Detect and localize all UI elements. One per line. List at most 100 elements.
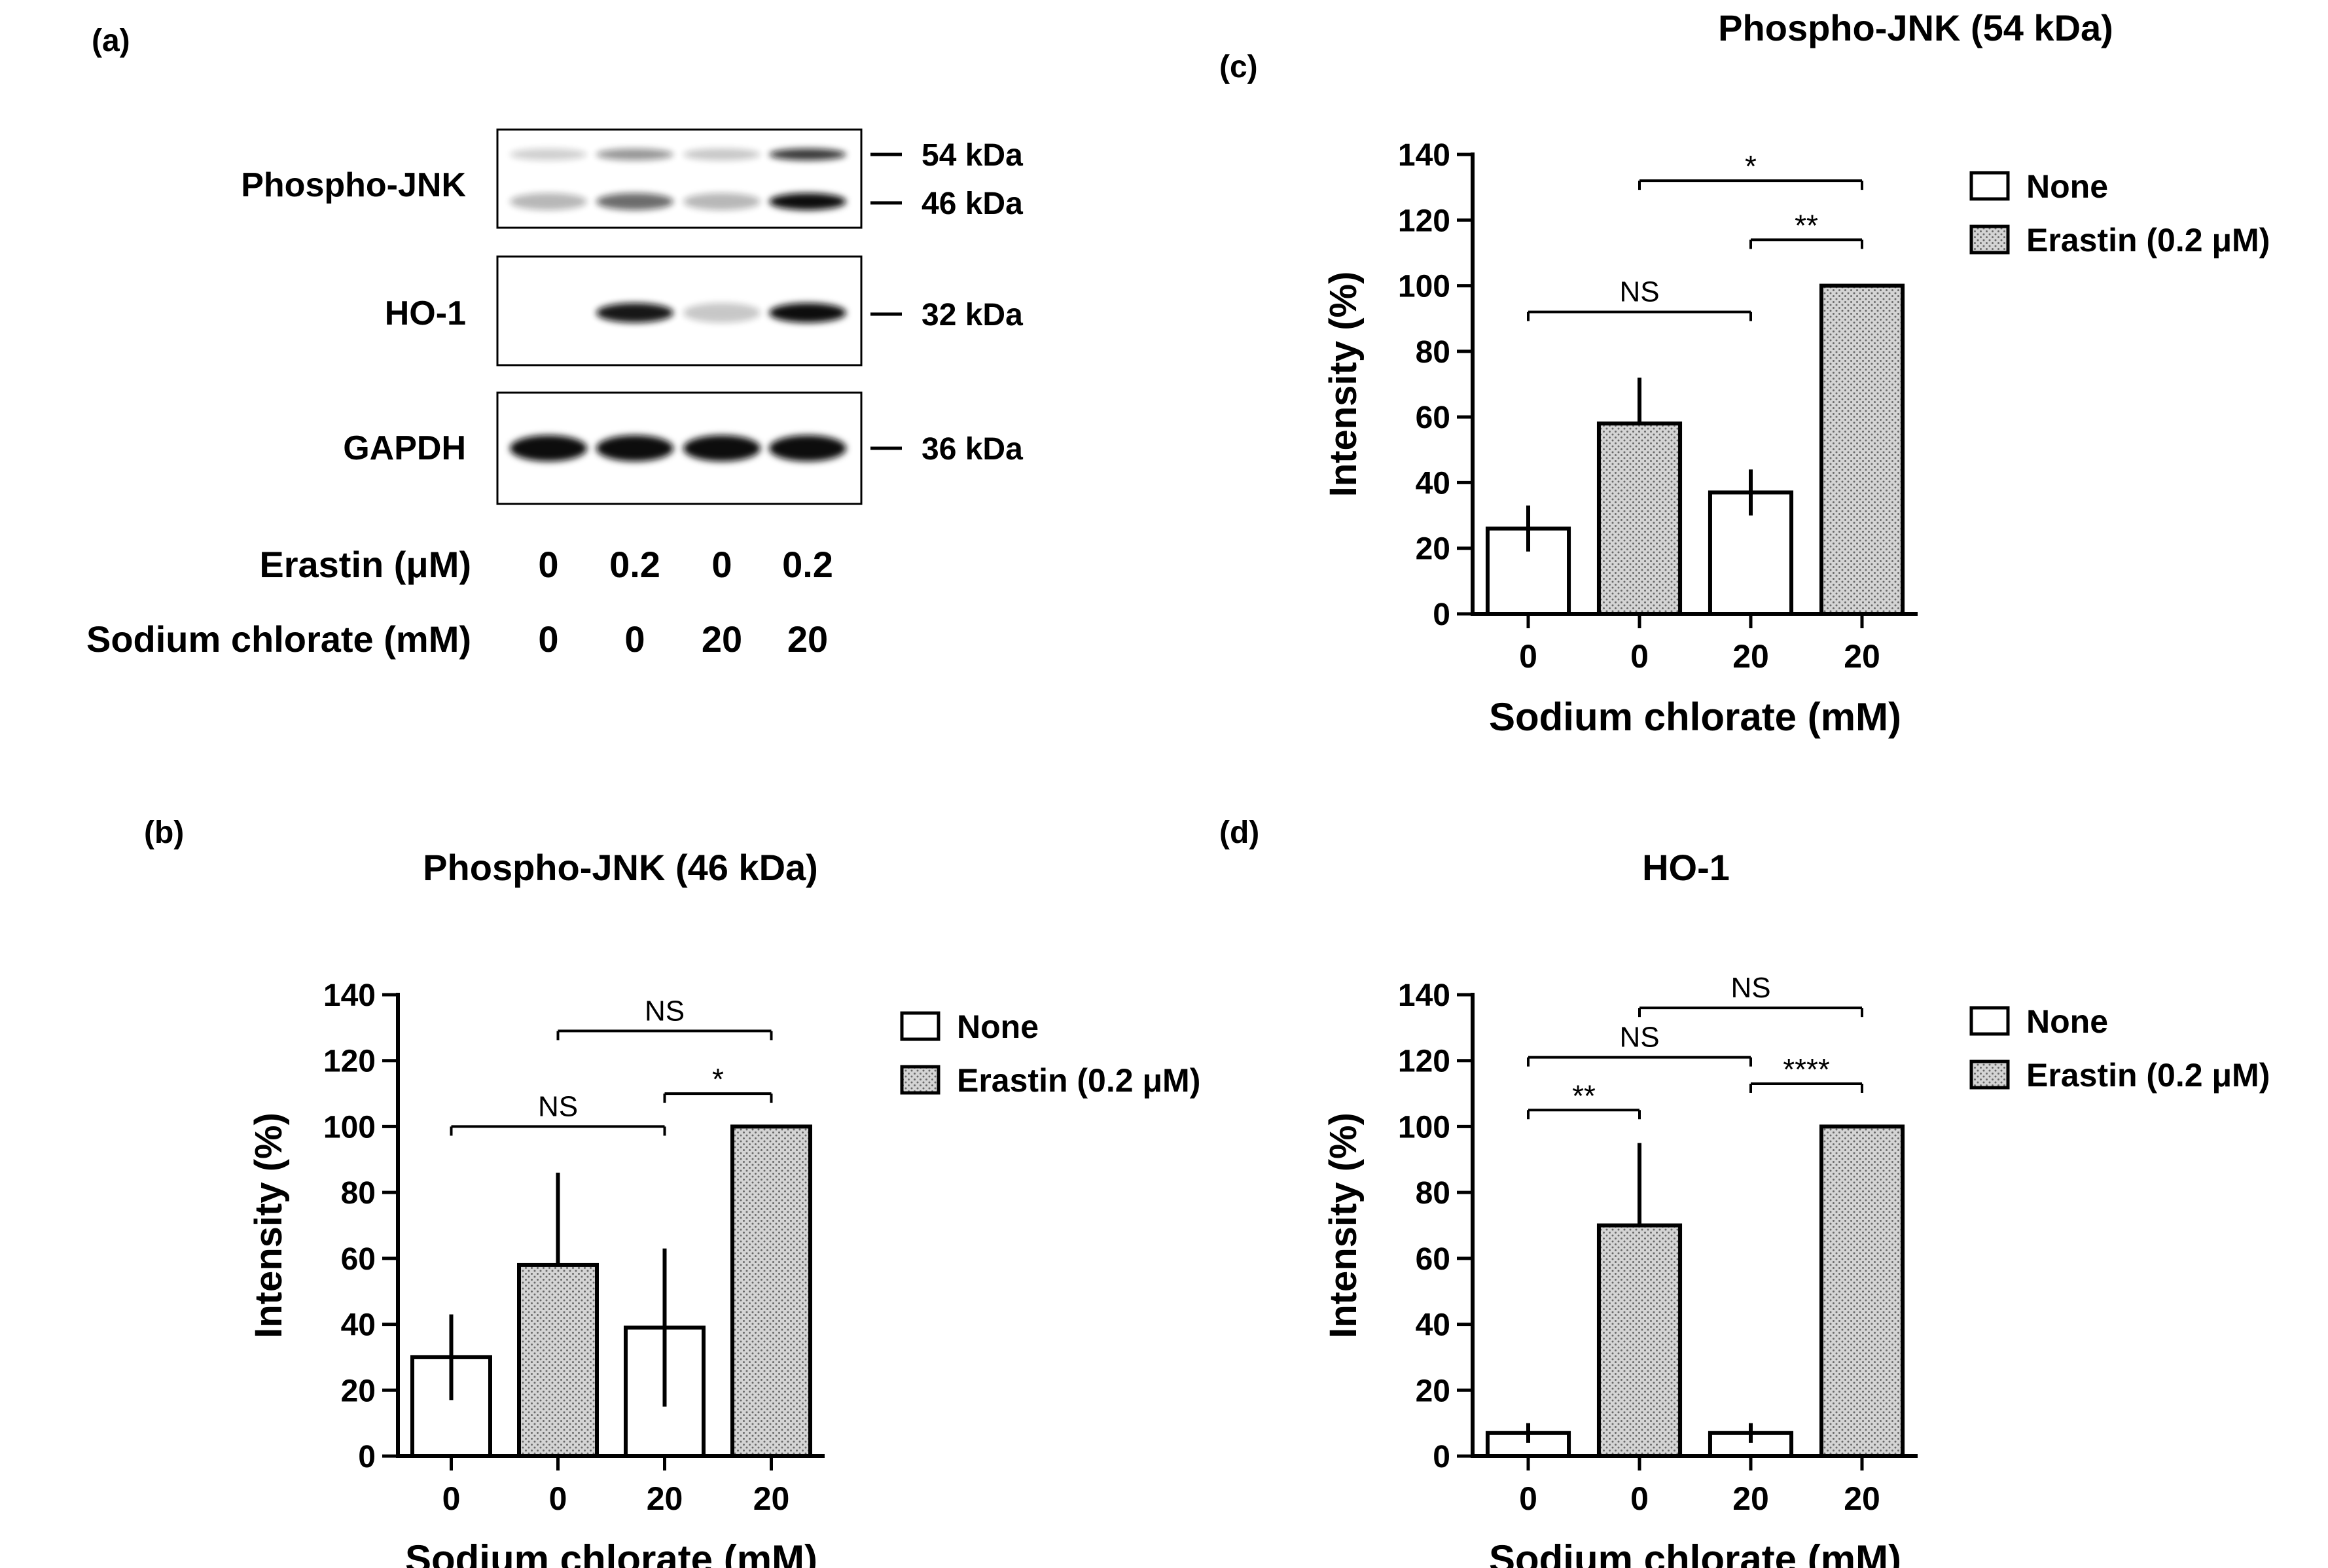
y-tick-label: 100 <box>1398 1110 1450 1145</box>
band-gapdh <box>510 435 587 461</box>
x-tick-label: 20 <box>647 1480 683 1517</box>
legend-label-none: None <box>2026 1003 2108 1040</box>
y-tick-label: 140 <box>1398 138 1450 173</box>
y-tick-label: 60 <box>341 1242 376 1277</box>
y-tick-label: 0 <box>1433 597 1450 632</box>
x-tick-label: 0 <box>1630 638 1649 675</box>
y-tick-label: 0 <box>358 1440 376 1474</box>
x-tick-label: 20 <box>1732 1480 1769 1517</box>
condition-value: 20 <box>787 618 828 660</box>
significance-label: NS <box>645 995 685 1027</box>
condition-value: 0 <box>538 544 558 585</box>
legend-swatch-erastin <box>900 1065 940 1095</box>
condition-value: 0 <box>538 618 558 660</box>
band-gapdh <box>769 435 846 461</box>
y-axis-label: Intensity (%) <box>1322 272 1365 497</box>
panel-label-a: (a) <box>92 24 130 58</box>
x-axis-label: Sodium chlorate (mM) <box>405 1537 817 1568</box>
marker-size-label: 54 kDa <box>922 138 1023 173</box>
condition-value: 20 <box>702 618 742 660</box>
chart-title: HO-1 <box>1642 847 1730 888</box>
legend-label-erastin: Erastin (0.2 μM) <box>2026 1057 2270 1094</box>
band-ho1 <box>683 303 761 323</box>
y-tick-label: 20 <box>1416 532 1450 567</box>
significance-label: NS <box>1619 276 1659 308</box>
x-tick-label: 0 <box>1519 1480 1537 1517</box>
band-pjnk-54 <box>769 149 846 160</box>
band-ho1 <box>596 303 673 323</box>
band-pjnk-46 <box>769 193 846 210</box>
panel-label: (b) <box>144 815 184 850</box>
legend-label-none: None <box>957 1008 1039 1045</box>
panel-label: (d) <box>1219 815 1259 850</box>
band-pjnk-46 <box>683 193 761 210</box>
y-tick-label: 120 <box>323 1044 376 1079</box>
blot-row-label: GAPDH <box>343 429 466 467</box>
condition-value: 0 <box>711 544 732 585</box>
bar-charts: (b) Phospho-JNK (46 kDa) 0 20 40 60 80 100 120 14… <box>144 7 2270 1568</box>
band-pjnk-54 <box>510 149 587 160</box>
y-tick-label: 140 <box>1398 978 1450 1013</box>
y-tick-label: 40 <box>1416 466 1450 501</box>
panel-label: (c) <box>1219 50 1258 84</box>
marker-size-label: 32 kDa <box>922 298 1023 332</box>
x-axis-label: Sodium chlorate (mM) <box>1489 695 1901 739</box>
significance-label: NS <box>1619 1022 1659 1054</box>
band-pjnk-54 <box>683 149 761 160</box>
y-tick-label: 20 <box>1416 1374 1450 1408</box>
blot-membrane-frame <box>496 128 863 229</box>
y-axis-label: Intensity (%) <box>247 1113 290 1338</box>
y-tick-label: 60 <box>1416 401 1450 435</box>
blot-row-label: HO-1 <box>385 294 466 332</box>
significance-label: * <box>712 1062 724 1096</box>
legend-swatch-erastin <box>1969 224 2010 255</box>
band-pjnk-54 <box>596 149 673 160</box>
marker-size-label: 36 kDa <box>922 432 1023 467</box>
band-pjnk-46 <box>510 193 587 210</box>
legend-swatch-none <box>1969 1006 2010 1036</box>
y-tick-label: 20 <box>341 1374 376 1408</box>
bar <box>1819 283 1905 616</box>
bar <box>1819 1124 1905 1459</box>
y-tick-label: 80 <box>1416 335 1450 370</box>
condition-value: 0 <box>624 618 645 660</box>
bar <box>1596 421 1683 616</box>
condition-value: 0.2 <box>609 544 660 585</box>
y-tick-label: 40 <box>1416 1308 1450 1343</box>
chart-d: (d) HO-1 0 20 40 60 80 100 120 140 Intensity (%) So… <box>1219 815 2270 1568</box>
y-tick-label: 140 <box>323 978 376 1013</box>
legend-swatch-none <box>1969 171 2010 201</box>
condition-label: Erastin (μM) <box>259 544 471 585</box>
band-gapdh <box>683 435 761 461</box>
y-tick-label: 80 <box>341 1176 376 1211</box>
x-tick-label: 0 <box>1519 638 1537 675</box>
y-tick-label: 100 <box>323 1110 376 1145</box>
x-tick-label: 20 <box>1844 1480 1880 1517</box>
band-gapdh <box>596 435 673 461</box>
legend-label-none: None <box>2026 168 2108 205</box>
x-tick-label: 0 <box>1630 1480 1649 1517</box>
x-tick-label: 0 <box>549 1480 567 1517</box>
significance-label: * <box>1745 149 1757 183</box>
chart-title: Phospho-JNK (46 kDa) <box>423 847 818 888</box>
significance-label: ** <box>1572 1078 1596 1113</box>
y-axis-label: Intensity (%) <box>1322 1113 1365 1338</box>
y-tick-label: 40 <box>341 1308 376 1343</box>
western-blot-panel: (a) Phospho-JNK HO-1 GAPDH 54 kDa 46 kDa 32 kD… <box>86 24 1023 660</box>
bar <box>1596 1223 1683 1458</box>
y-tick-label: 60 <box>1416 1242 1450 1277</box>
chart-c: (c) Phospho-JNK (54 kDa) 0 20 40 60 80 100 120 14… <box>1219 7 2270 739</box>
bar <box>730 1124 812 1459</box>
chart-b: (b) Phospho-JNK (46 kDa) 0 20 40 60 80 100 120 14… <box>144 815 1200 1568</box>
band-ho1 <box>769 303 846 323</box>
significance-label: ** <box>1795 208 1818 242</box>
y-tick-label: 100 <box>1398 270 1450 304</box>
x-tick-label: 20 <box>1732 638 1769 675</box>
significance-label: **** <box>1783 1052 1830 1086</box>
y-tick-label: 120 <box>1398 204 1450 238</box>
x-axis-label: Sodium chlorate (mM) <box>1489 1537 1901 1568</box>
condition-label: Sodium chlorate (mM) <box>86 618 471 660</box>
legend-swatch-erastin <box>1969 1060 2010 1090</box>
condition-value: 0.2 <box>782 544 833 585</box>
